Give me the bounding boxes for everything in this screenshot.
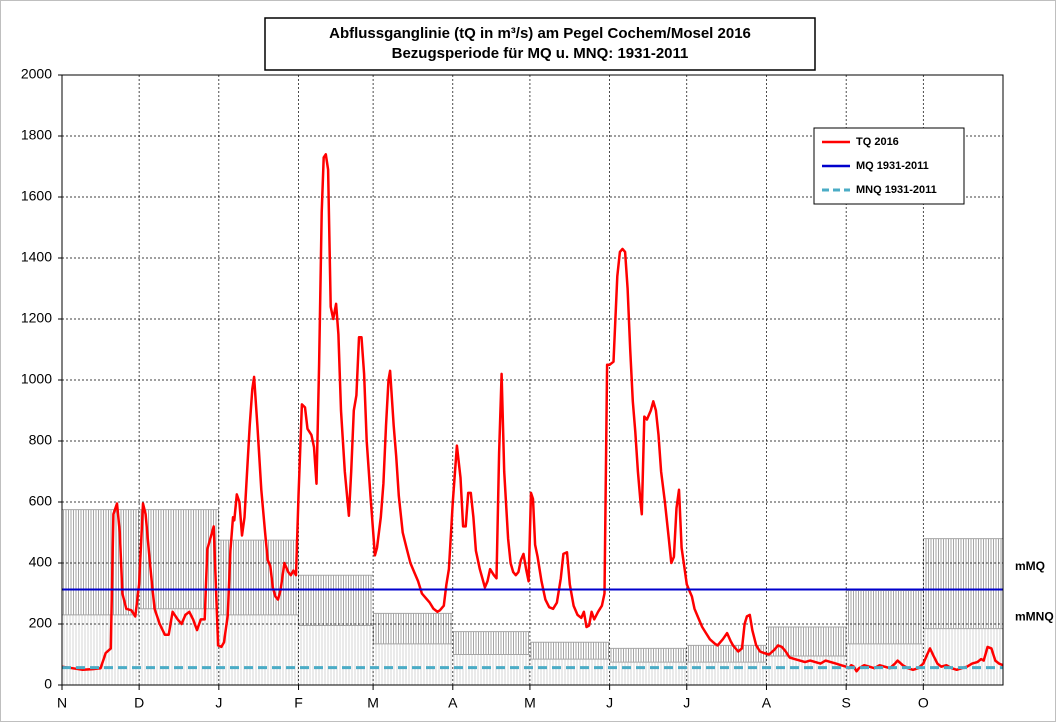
band-range (452, 631, 530, 655)
x-tick-label: A (448, 695, 458, 711)
band-lower (529, 659, 610, 685)
band-lower (452, 654, 530, 685)
band-lower (298, 625, 374, 685)
x-tick-label: J (683, 695, 690, 711)
band-range (846, 590, 924, 644)
band-range (923, 538, 1003, 629)
band-range (62, 509, 140, 615)
band-range (529, 642, 610, 660)
y-tick-label: 1800 (21, 127, 52, 143)
legend-label: MQ 1931-2011 (856, 160, 929, 172)
band-label: mMNQ (1015, 610, 1054, 624)
y-tick-label: 0 (44, 676, 52, 692)
chart-title: Abflussganglinie (tQ in m³/s) am Pegel C… (329, 25, 751, 42)
y-tick-label: 200 (29, 615, 53, 631)
y-tick-label: 600 (29, 493, 53, 509)
band-range (686, 645, 767, 663)
y-tick-label: 1600 (21, 188, 52, 204)
x-tick-label: D (134, 695, 144, 711)
y-tick-label: 1400 (21, 249, 52, 265)
x-tick-label: F (294, 695, 303, 711)
x-tick-label: M (367, 695, 379, 711)
y-tick-label: 2000 (21, 66, 52, 82)
band-range (373, 613, 453, 644)
band-lower (686, 662, 767, 685)
series-line (61, 153, 1004, 673)
x-tick-label: O (918, 695, 929, 711)
band-label: mMQ (1015, 559, 1045, 573)
y-tick-label: 1000 (21, 371, 52, 387)
plot-border (61, 74, 1004, 686)
legend-label: MNQ 1931-2011 (856, 184, 937, 196)
band-range (298, 575, 374, 626)
band-lower (373, 643, 453, 685)
y-tick-label: 1200 (21, 310, 52, 326)
band-lower (846, 643, 924, 685)
x-tick-label: M (524, 695, 536, 711)
band-range (609, 648, 687, 663)
legend-label: TQ 2016 (856, 136, 899, 148)
x-tick-label: S (841, 695, 850, 711)
band-lower (923, 628, 1003, 685)
band-range (766, 627, 847, 657)
title-box (264, 17, 816, 71)
band-lower (609, 662, 687, 685)
band-lower (218, 614, 299, 685)
band-lower (766, 656, 847, 685)
x-tick-label: A (762, 695, 772, 711)
chart-subtitle: Bezugsperiode für MQ u. MNQ: 1931-2011 (392, 45, 689, 62)
x-tick-label: N (57, 695, 67, 711)
band-range (218, 540, 299, 615)
band-lower (62, 614, 140, 685)
x-tick-label: J (215, 695, 222, 711)
x-tick-label: J (606, 695, 613, 711)
y-tick-label: 800 (29, 432, 53, 448)
y-tick-label: 400 (29, 554, 53, 570)
